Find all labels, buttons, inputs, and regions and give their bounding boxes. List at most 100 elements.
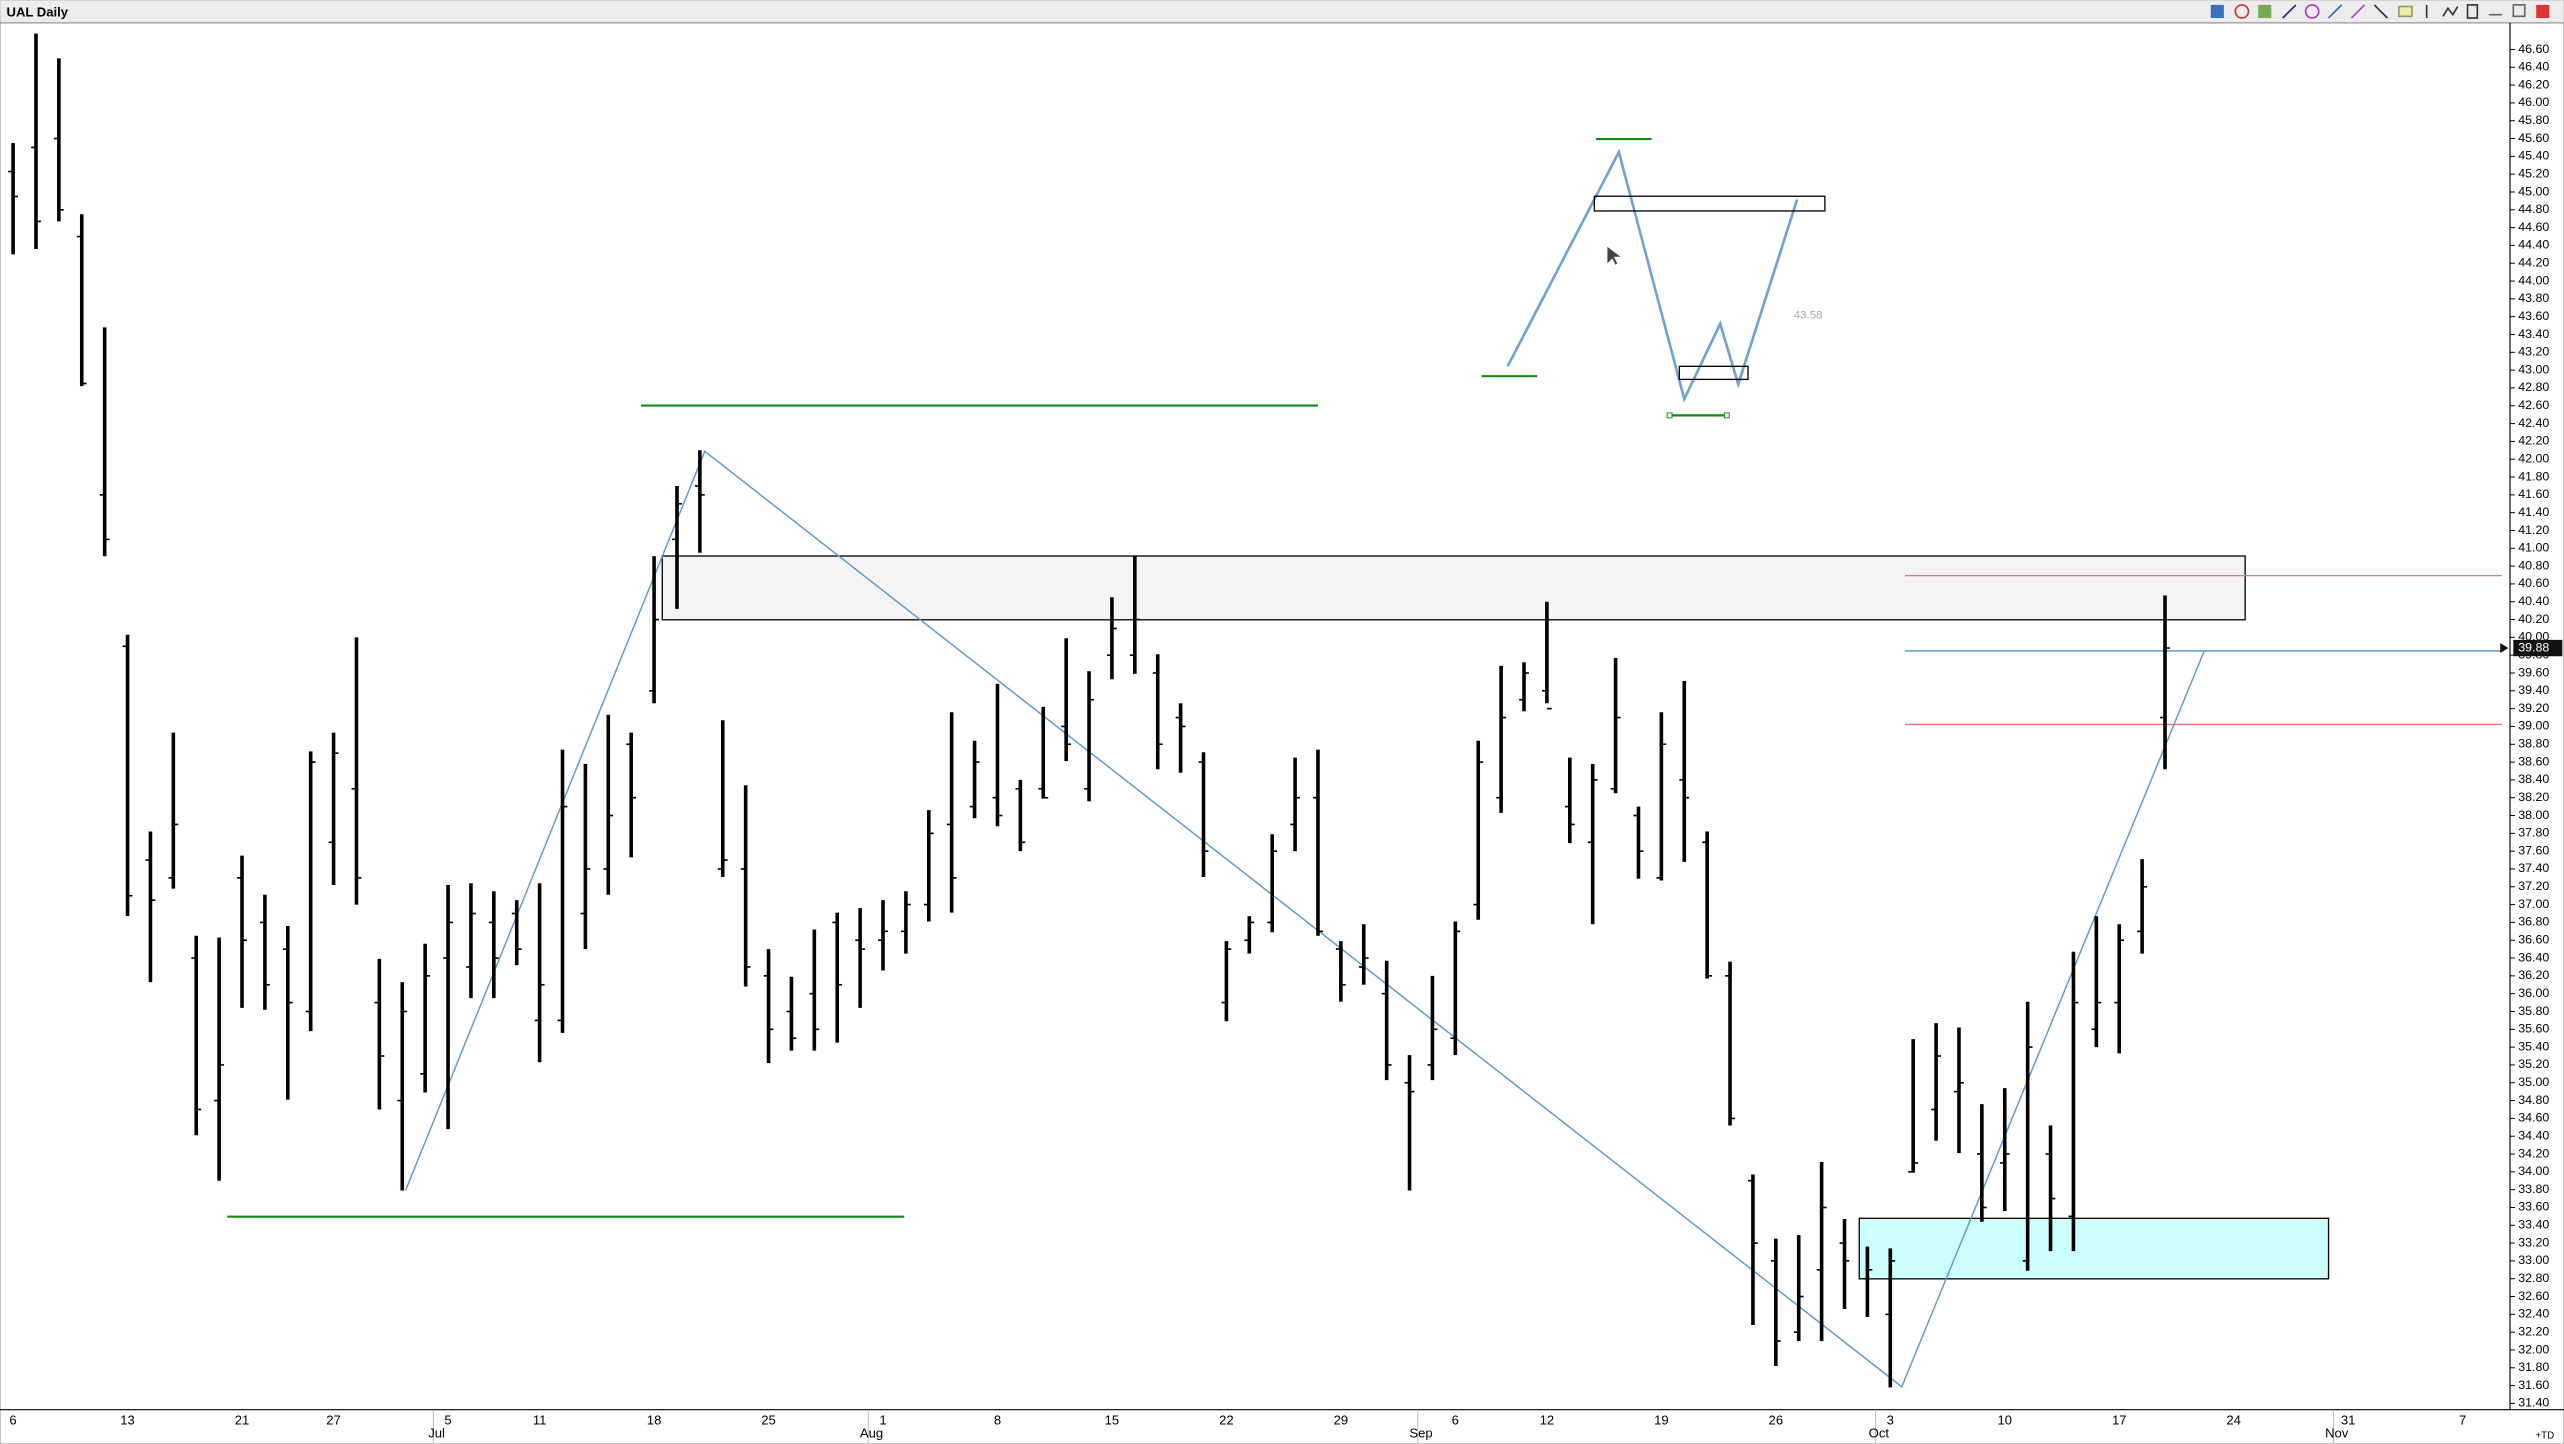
y-tick-label: 45.40: [2518, 149, 2549, 163]
x-tick-label: 8: [994, 1413, 1001, 1428]
y-tick-label: 37.40: [2518, 861, 2549, 875]
x-tick-label: 31: [2341, 1413, 2356, 1428]
y-tick-label: 46.20: [2518, 77, 2549, 91]
y-tick-label: 34.80: [2518, 1093, 2549, 1107]
y-tick-label: 40.40: [2518, 594, 2549, 608]
y-tick-label: 42.80: [2518, 380, 2549, 394]
support-zone[interactable]: [1858, 1217, 2330, 1280]
handle[interactable]: [1666, 412, 1673, 419]
x-tick-label: 7: [2459, 1413, 2466, 1428]
y-tick-label: 45.80: [2518, 113, 2549, 127]
toolbar: [2210, 4, 2550, 19]
pattern-sketch[interactable]: [1506, 148, 1799, 403]
y-tick-label: 34.00: [2518, 1164, 2549, 1178]
y-tick-label: 44.60: [2518, 220, 2549, 234]
annotation: 43.58: [1794, 310, 1823, 322]
y-tick-label: 39.40: [2518, 683, 2549, 697]
x-tick-label: 11: [533, 1413, 547, 1428]
pattern-box[interactable]: [1678, 365, 1749, 381]
month-label: Sep: [1409, 1426, 1432, 1441]
y-tick-label: 46.00: [2518, 95, 2549, 109]
close-button[interactable]: [2536, 4, 2550, 18]
tool-icon[interactable]: [2258, 4, 2272, 18]
y-tick-label: 42.20: [2518, 434, 2549, 448]
y-tick-label: 31.40: [2518, 1396, 2549, 1410]
y-tick-label: 32.60: [2518, 1289, 2549, 1303]
y-tick-label: 36.40: [2518, 950, 2549, 964]
maximize-button[interactable]: [2512, 4, 2526, 18]
y-tick-label: 35.20: [2518, 1057, 2549, 1071]
y-axis-ticks: 46.60 46.40 46.20 46.00 45.80 45.60 45.40 45.20…: [2510, 42, 2549, 1410]
y-tick-label: 40.20: [2518, 612, 2549, 626]
tool-icon[interactable]: [2398, 5, 2413, 18]
mouse-cursor: [1607, 246, 1621, 265]
y-tick-label: 33.20: [2518, 1235, 2549, 1249]
y-tick-label: 45.60: [2518, 131, 2549, 145]
y-tick-label: 33.80: [2518, 1182, 2549, 1196]
x-tick-label: 6: [9, 1413, 16, 1428]
y-tick-label: 43.40: [2518, 327, 2549, 341]
pattern-box[interactable]: [1593, 195, 1826, 212]
x-tick-label: 29: [1334, 1413, 1349, 1428]
footer-label: +TD: [2535, 1430, 2554, 1441]
x-tick-label: 15: [1105, 1413, 1120, 1428]
y-tick-label: 43.60: [2518, 309, 2549, 323]
tool-icon[interactable]: [2350, 4, 2366, 19]
y-tick-label: 37.80: [2518, 826, 2549, 840]
tool-icon[interactable]: [2442, 6, 2459, 17]
tool-icon[interactable]: [2304, 4, 2320, 19]
y-tick-label: 41.20: [2518, 523, 2549, 537]
y-tick-label: 34.40: [2518, 1128, 2549, 1142]
y-tick-label: 31.60: [2518, 1378, 2549, 1392]
y-tick-label: 42.40: [2518, 416, 2549, 430]
month-label: Nov: [2325, 1426, 2349, 1441]
y-tick-label: 33.60: [2518, 1200, 2549, 1214]
y-tick-label: 38.40: [2518, 772, 2549, 786]
x-tick-label: 21: [235, 1413, 250, 1428]
y-tick-label: 33.40: [2518, 1218, 2549, 1232]
y-tick-label: 32.40: [2518, 1307, 2549, 1321]
y-tick-label: 38.00: [2518, 808, 2549, 822]
y-tick-label: 40.80: [2518, 558, 2549, 572]
y-tick-label: 36.80: [2518, 915, 2549, 929]
y-tick-label: 43.00: [2518, 362, 2549, 376]
y-tick-label: 45.20: [2518, 166, 2549, 180]
month-label: Aug: [860, 1426, 883, 1441]
y-tick-label: 32.00: [2518, 1342, 2549, 1356]
y-tick-label: 41.00: [2518, 541, 2549, 555]
tool-icon[interactable]: [2234, 4, 2250, 19]
tool-icon[interactable]: [2210, 4, 2224, 18]
resistance-zone[interactable]: [661, 555, 2246, 621]
tool-icon[interactable]: [2373, 4, 2388, 19]
handle[interactable]: [1723, 412, 1730, 419]
trend-line[interactable]: [404, 450, 2205, 1388]
y-tick-label: 44.00: [2518, 273, 2549, 287]
month-label: Jul: [428, 1426, 445, 1441]
y-tick-label: 34.20: [2518, 1146, 2549, 1160]
chart-title: UAL Daily: [7, 5, 69, 20]
last-price-label: 39.88: [2518, 640, 2549, 654]
tool-icon[interactable]: [2327, 4, 2343, 19]
tool-icon[interactable]: [2282, 4, 2297, 19]
x-tick-label: 19: [1654, 1413, 1669, 1428]
y-tick-label: 38.60: [2518, 754, 2549, 768]
y-tick-label: 39.20: [2518, 701, 2549, 715]
y-tick-label: 40.60: [2518, 576, 2549, 590]
y-tick-label: 35.80: [2518, 1004, 2549, 1018]
x-tick-label: 6: [1452, 1413, 1459, 1428]
y-tick-label: 41.80: [2518, 469, 2549, 483]
tool-icon[interactable]: [2466, 4, 2479, 19]
y-tick-label: 36.20: [2518, 968, 2549, 982]
y-tick-label: 36.00: [2518, 986, 2549, 1000]
x-tick-label: 22: [1219, 1413, 1234, 1428]
month-label: Oct: [1869, 1426, 1890, 1441]
y-tick-label: 43.20: [2518, 345, 2549, 359]
y-tick-label: 46.60: [2518, 42, 2549, 56]
x-tick-label: 13: [120, 1413, 135, 1428]
x-tick-label: 17: [2112, 1413, 2127, 1428]
x-tick-label: 12: [1540, 1413, 1555, 1428]
y-tick-label: 39.00: [2518, 719, 2549, 733]
y-tick-label: 46.40: [2518, 60, 2549, 74]
